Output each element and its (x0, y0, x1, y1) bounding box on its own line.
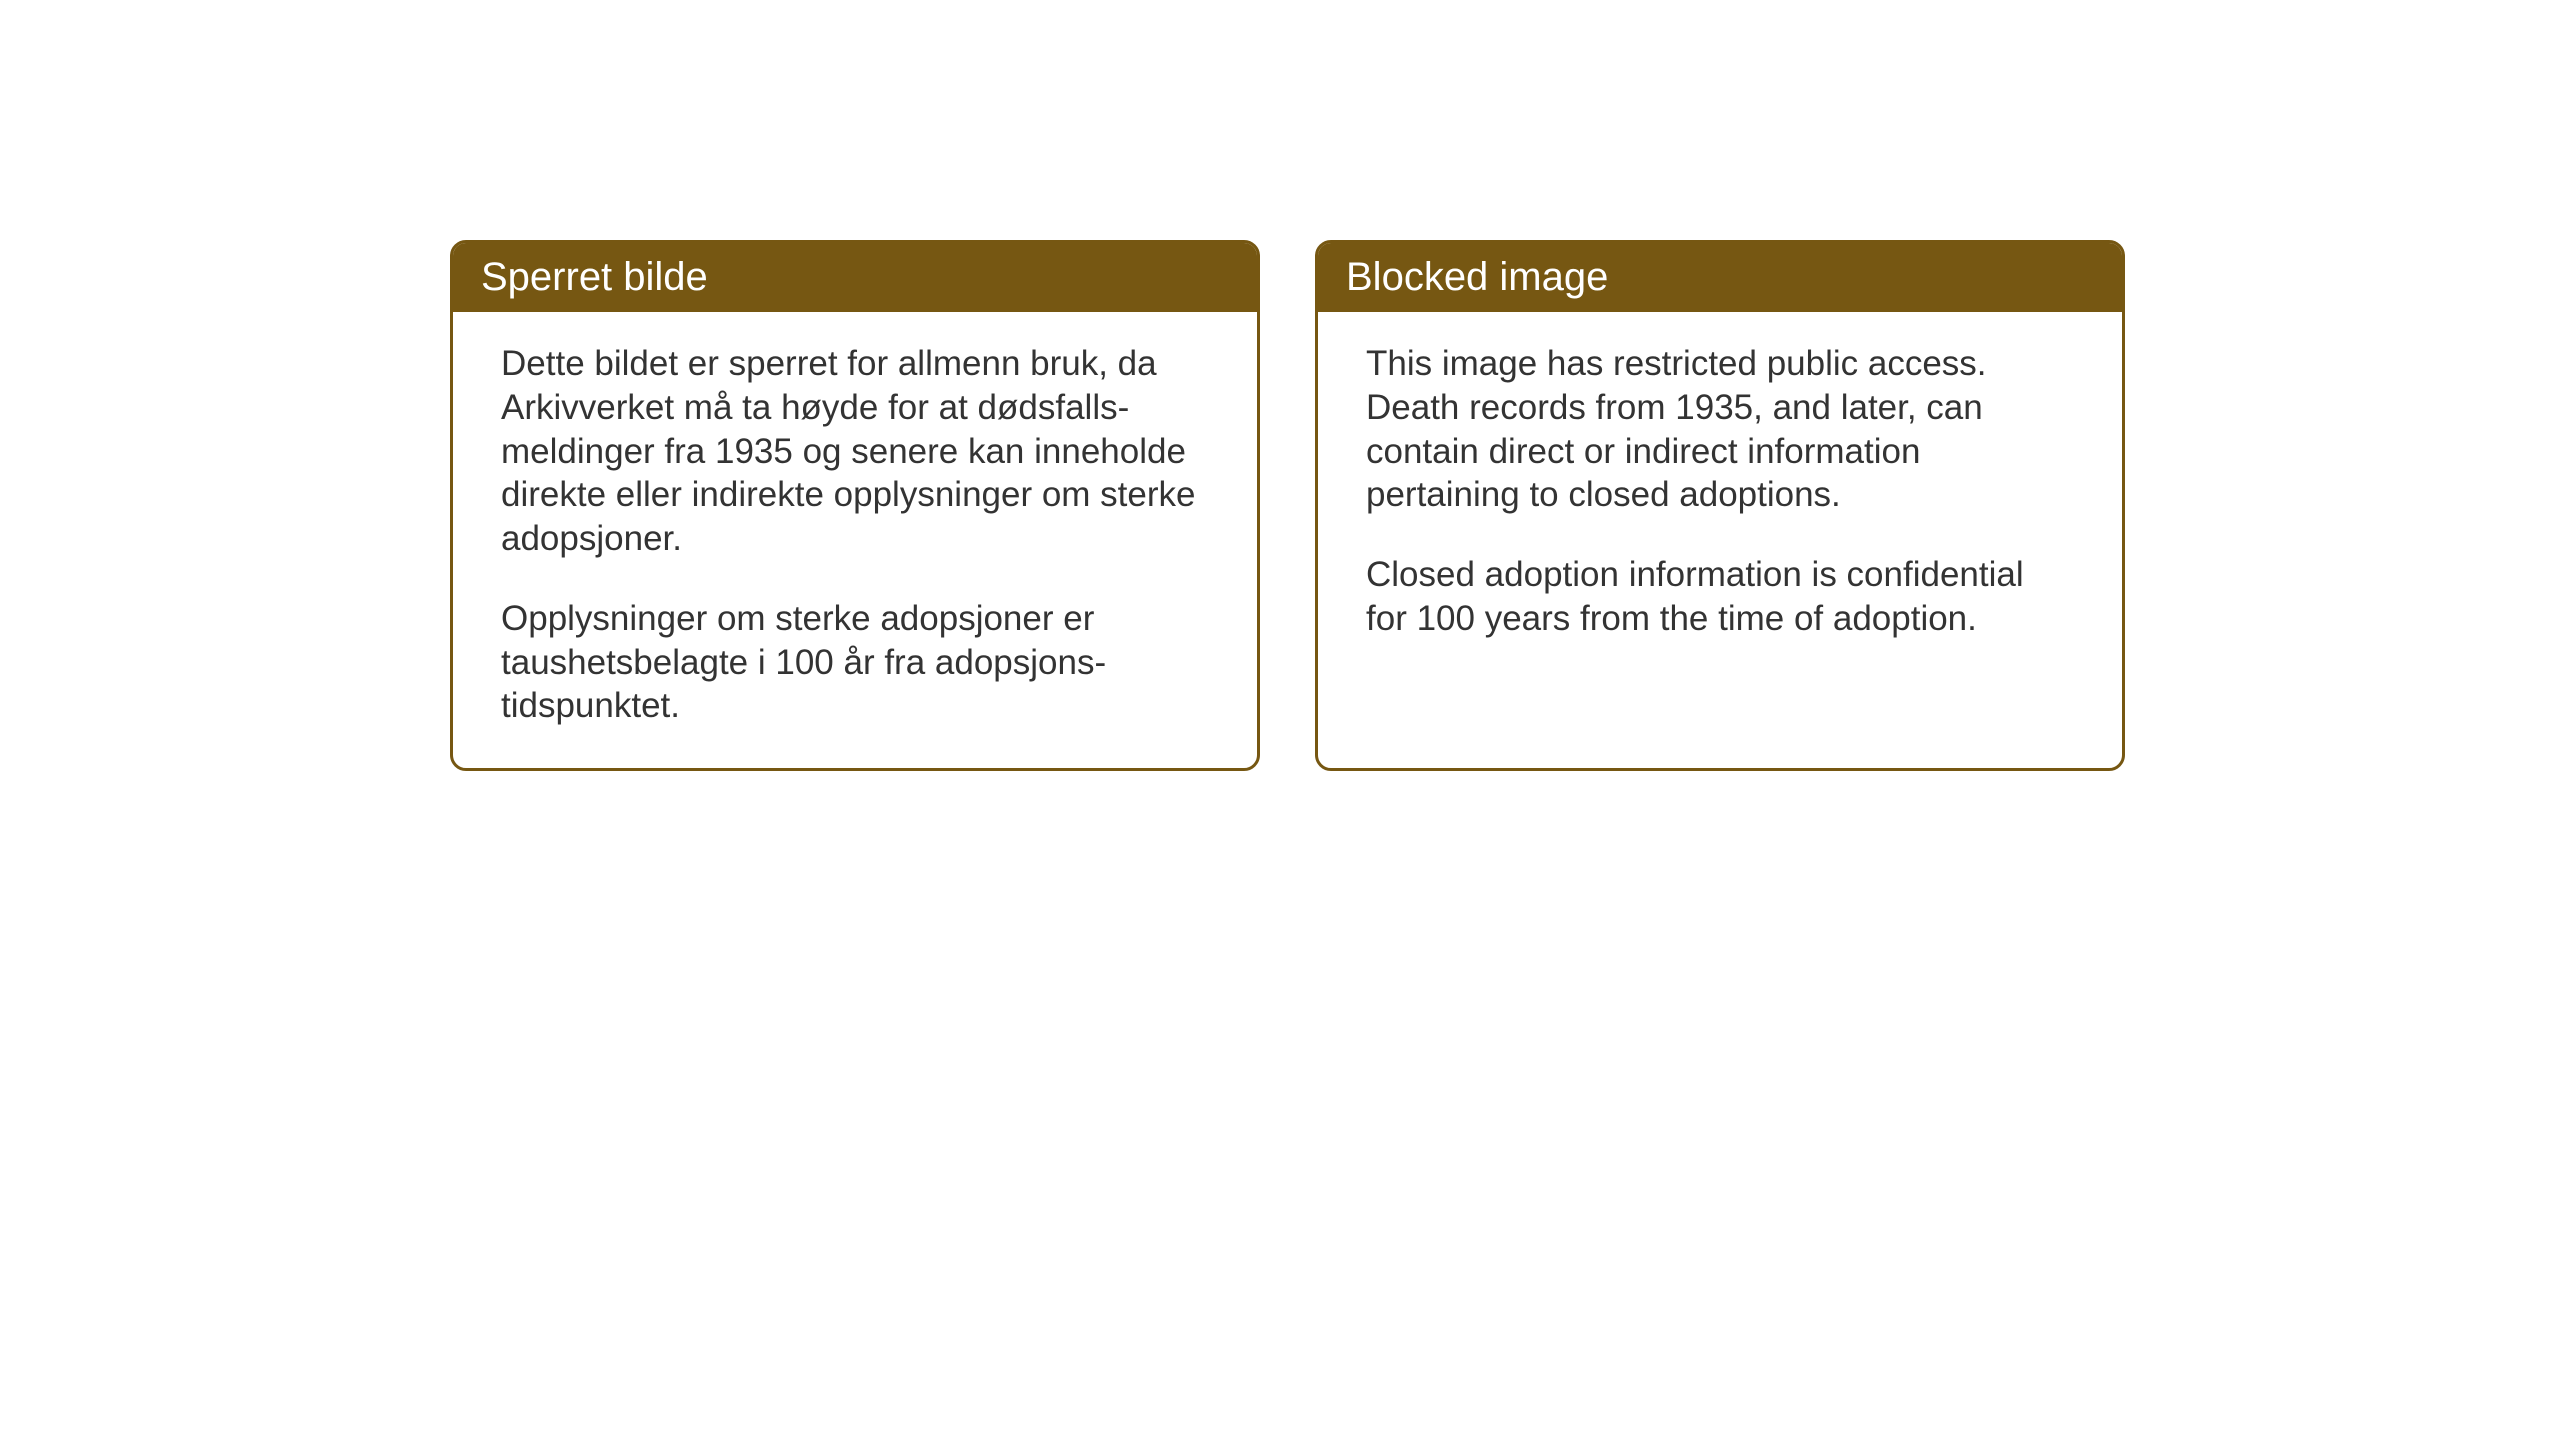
notice-paragraph: Opplysninger om sterke adopsjoner er tau… (501, 597, 1209, 728)
notice-box-norwegian: Sperret bilde Dette bildet er sperret fo… (450, 240, 1260, 771)
notice-paragraph: Closed adoption information is confident… (1366, 553, 2074, 641)
notice-body-english: This image has restricted public access.… (1318, 312, 2122, 681)
notice-container: Sperret bilde Dette bildet er sperret fo… (450, 240, 2125, 771)
notice-box-english: Blocked image This image has restricted … (1315, 240, 2125, 771)
notice-paragraph: Dette bildet er sperret for allmenn bruk… (501, 342, 1209, 561)
notice-header-norwegian: Sperret bilde (453, 243, 1257, 312)
notice-header-english: Blocked image (1318, 243, 2122, 312)
notice-body-norwegian: Dette bildet er sperret for allmenn bruk… (453, 312, 1257, 768)
notice-paragraph: This image has restricted public access.… (1366, 342, 2074, 517)
